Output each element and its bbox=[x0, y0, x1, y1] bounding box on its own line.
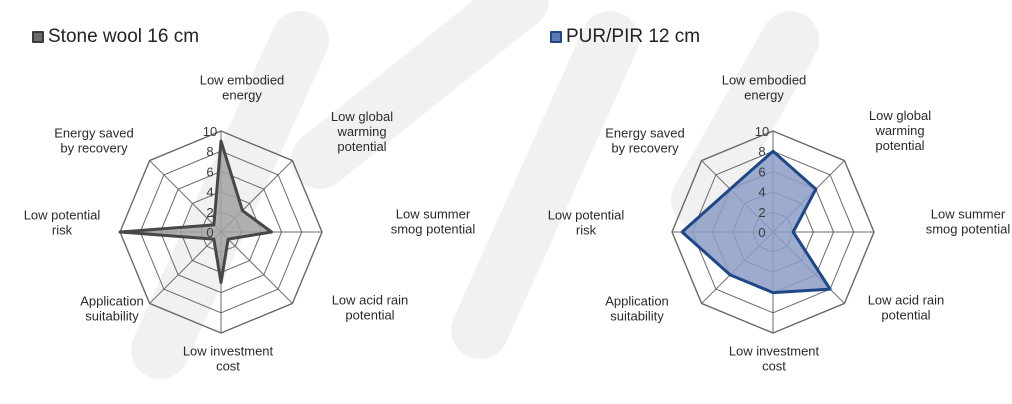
category-label-line: potential bbox=[337, 139, 386, 154]
tick-label: 2 bbox=[206, 205, 213, 220]
category-label-line: smog potential bbox=[391, 222, 476, 237]
tick-label: 4 bbox=[758, 185, 765, 200]
radar-chart-pur-pir: PUR/PIR 12 cm 0 2 4 6 8 10 Low embodied energy L… bbox=[520, 0, 1012, 404]
tick-label: 6 bbox=[206, 164, 213, 179]
category-label-line: cost bbox=[216, 359, 240, 374]
spoke bbox=[149, 160, 222, 233]
category-label-line: Low potential bbox=[24, 208, 101, 223]
category-label-line: Application bbox=[80, 294, 144, 309]
category-label-line: Low global bbox=[331, 109, 393, 124]
category-label-line: by recovery bbox=[611, 141, 679, 156]
category-label-line: Low acid rain bbox=[868, 293, 945, 308]
category-label-line: Low summer bbox=[931, 207, 1006, 222]
category-label: Application suitability bbox=[605, 294, 669, 324]
category-label-line: Low embodied bbox=[200, 73, 285, 88]
category-label-line: warming bbox=[336, 124, 386, 139]
tick-label: 6 bbox=[758, 164, 765, 179]
tick-label: 4 bbox=[206, 185, 213, 200]
tick-label: 8 bbox=[206, 144, 213, 159]
tick-label: 0 bbox=[206, 225, 213, 240]
category-label-line: potential bbox=[875, 138, 924, 153]
radar-plot: 0 2 4 6 8 10 Low embodied energy Low global warmi… bbox=[24, 73, 476, 374]
category-label-line: risk bbox=[576, 223, 597, 238]
category-label-line: cost bbox=[762, 359, 786, 374]
spoke bbox=[149, 231, 222, 304]
tick-label: 2 bbox=[758, 205, 765, 220]
category-label-line: Low global bbox=[869, 108, 931, 123]
category-label: Energy saved by recovery bbox=[54, 126, 134, 156]
legend: PUR/PIR 12 cm bbox=[550, 26, 700, 48]
category-label: Low embodied energy bbox=[722, 73, 807, 103]
radar-plot: 0 2 4 6 8 10 Low embodied energy Low global warmi… bbox=[548, 73, 1011, 374]
category-label-line: Energy saved bbox=[54, 126, 134, 141]
category-label-line: potential bbox=[881, 308, 930, 323]
category-label: Low potential risk bbox=[24, 208, 101, 238]
legend: Stone wool 16 cm bbox=[32, 26, 199, 48]
category-label-line: Low embodied bbox=[722, 73, 807, 88]
category-label: Low global warming potential bbox=[869, 108, 931, 153]
legend-label: PUR/PIR 12 cm bbox=[566, 26, 701, 47]
spoke bbox=[220, 231, 293, 304]
category-label: Application suitability bbox=[80, 294, 144, 324]
category-label-line: Low investment bbox=[729, 344, 820, 359]
category-label: Low investment cost bbox=[183, 344, 274, 374]
category-label: Low acid rain potential bbox=[868, 293, 945, 323]
legend-swatch bbox=[32, 31, 44, 43]
tick-label: 8 bbox=[758, 144, 765, 159]
category-label-line: smog potential bbox=[926, 222, 1011, 237]
category-label-line: Low acid rain bbox=[332, 293, 409, 308]
category-label-line: Energy saved bbox=[605, 126, 685, 141]
category-label: Low acid rain potential bbox=[332, 293, 409, 323]
category-label-line: Application bbox=[605, 294, 669, 309]
series-area-pur-pir-12-cm bbox=[680, 149, 832, 295]
category-label-line: suitability bbox=[610, 309, 664, 324]
category-label-line: Low summer bbox=[396, 207, 471, 222]
category-label: Low embodied energy bbox=[200, 73, 285, 103]
legend-swatch bbox=[550, 31, 562, 43]
category-label: Energy saved by recovery bbox=[605, 126, 685, 156]
category-label-line: energy bbox=[222, 88, 262, 103]
category-label-line: risk bbox=[52, 223, 73, 238]
category-label-line: warming bbox=[874, 123, 924, 138]
category-label: Low global warming potential bbox=[331, 109, 393, 154]
category-label-line: potential bbox=[345, 308, 394, 323]
category-label-line: by recovery bbox=[60, 141, 128, 156]
category-label: Low summer smog potential bbox=[391, 207, 476, 237]
category-label: Low summer smog potential bbox=[926, 207, 1011, 237]
category-label: Low potential risk bbox=[548, 208, 625, 238]
tick-label: 10 bbox=[203, 124, 217, 139]
category-label: Low investment cost bbox=[729, 344, 820, 374]
tick-label: 0 bbox=[758, 225, 765, 240]
category-label-line: energy bbox=[744, 88, 784, 103]
category-label-line: suitability bbox=[85, 309, 139, 324]
category-label-line: Low potential bbox=[548, 208, 625, 223]
radar-chart-stone-wool: Stone wool 16 cm 0 2 4 6 8 10 Low embodied ener… bbox=[0, 0, 500, 404]
legend-label: Stone wool 16 cm bbox=[48, 26, 200, 47]
category-label-line: Low investment bbox=[183, 344, 274, 359]
tick-label: 10 bbox=[755, 124, 769, 139]
